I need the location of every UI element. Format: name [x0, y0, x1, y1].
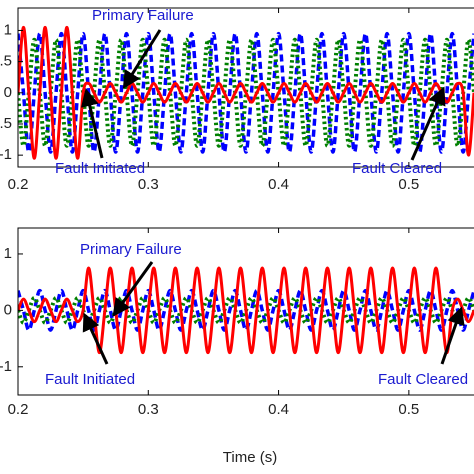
series-line	[18, 31, 474, 154]
arrow	[440, 306, 465, 365]
y-tick-label: -1	[0, 146, 12, 163]
series-line	[18, 25, 474, 160]
series-line	[18, 266, 474, 355]
arrow	[410, 86, 446, 161]
arrow	[82, 312, 109, 365]
annotation: Fault Initiated	[45, 371, 135, 388]
y-tick-label: 0	[4, 84, 12, 101]
annotation: Primary Failure	[80, 241, 182, 258]
x-tick-label: 0.2	[8, 401, 29, 418]
y-tick-label: 1	[4, 21, 12, 38]
x-tick-label: 0.5	[398, 176, 419, 193]
y-tick-label: 0	[4, 301, 12, 318]
arrow	[112, 261, 154, 317]
x-axis-label: Time (s)	[223, 449, 277, 466]
x-tick-label: 0.2	[8, 176, 29, 193]
annotations: Primary Failure Fault Initiated Fault Cl…	[45, 7, 468, 388]
x-tick-label: 0.4	[268, 401, 289, 418]
annotation: Fault Cleared	[378, 371, 468, 388]
y-tick-label: -0.5	[0, 115, 12, 132]
y-tick-label: -1	[0, 358, 12, 375]
plot-frame	[17, 7, 474, 168]
annotation: Primary Failure	[92, 7, 194, 24]
y-tick-label: 0.5	[0, 53, 12, 70]
series-group	[18, 266, 474, 355]
arrow	[80, 88, 104, 159]
x-tick-label: 0.3	[138, 176, 159, 193]
plot-frame	[17, 227, 474, 396]
annotation: Fault Initiated	[55, 160, 145, 177]
series-group	[18, 25, 474, 160]
x-tick-label: 0.3	[138, 401, 159, 418]
x-tick-label: 0.5	[398, 401, 419, 418]
x-tick-label: 0.4	[268, 176, 289, 193]
annotation: Fault Cleared	[352, 160, 442, 177]
arrow	[122, 29, 162, 90]
y-tick-label: 1	[4, 245, 12, 262]
